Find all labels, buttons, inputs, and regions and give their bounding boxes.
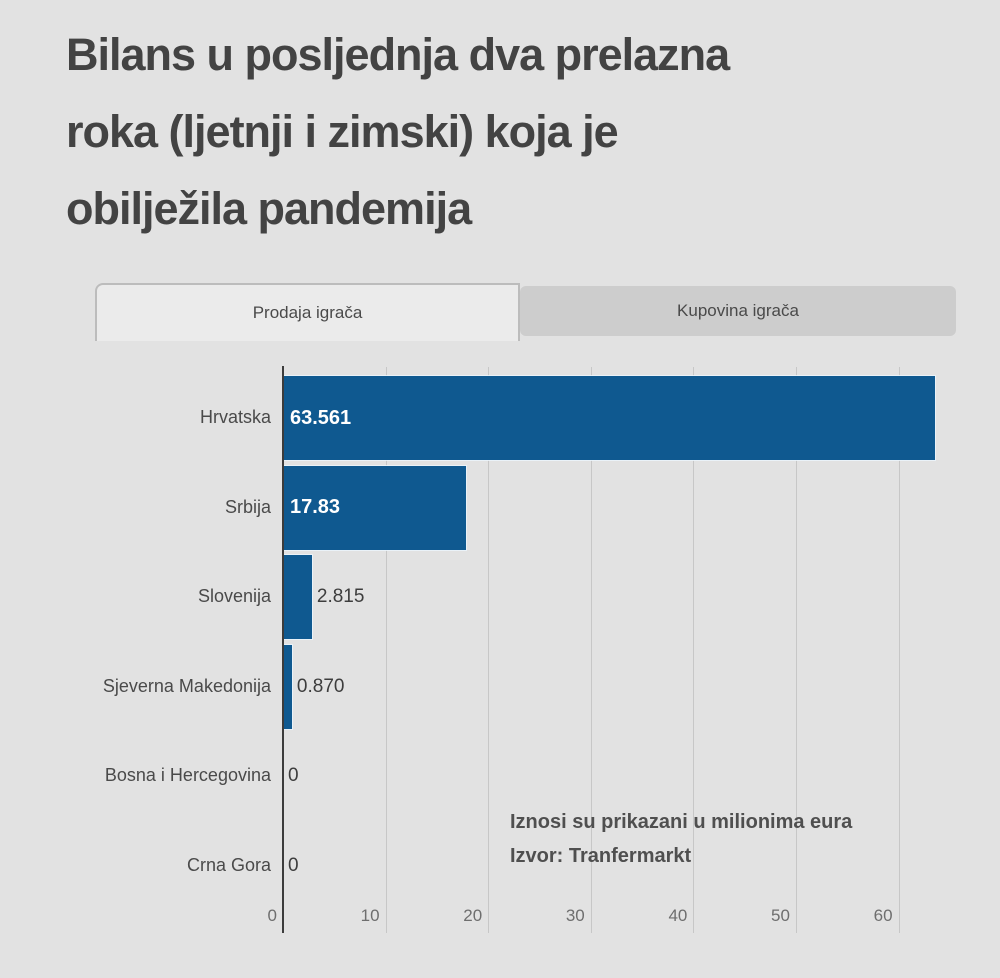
gridline-10 xyxy=(385,367,387,933)
bar-hrvatska[interactable] xyxy=(283,376,936,460)
value-label-slovenija: 2.815 xyxy=(316,586,365,607)
value-label-srbija: 17.83 xyxy=(290,496,341,518)
chart-source-note: Izvor: Tranfermarkt xyxy=(510,845,692,867)
x-tick-label-0: 0 xyxy=(267,906,277,925)
gridline-50 xyxy=(795,367,797,933)
x-tick-label-50: 50 xyxy=(771,906,790,925)
bar-slovenija[interactable] xyxy=(283,555,312,639)
gridline-60 xyxy=(898,367,900,933)
bar-chart: Iznosi su prikazani u milionima eura Izv… xyxy=(0,355,1000,978)
gridline-20 xyxy=(488,367,490,933)
value-label-sjeverna-makedonija: 0.870 xyxy=(296,675,345,697)
category-label-hrvatska: Hrvatska xyxy=(199,407,271,428)
x-tick-label-20: 20 xyxy=(463,906,483,925)
gridline-30 xyxy=(590,367,592,933)
gridline-40 xyxy=(693,367,695,933)
tab-kupovina-igraca[interactable]: Kupovina igrača xyxy=(520,286,956,336)
category-label-srbija: Srbija xyxy=(224,496,271,517)
page-title-line-3: obilježila pandemija xyxy=(66,183,472,234)
value-label-crna-gora: 0 xyxy=(288,854,299,876)
value-label-bosna-i-hercegovina: 0 xyxy=(288,765,299,786)
y-axis-line xyxy=(282,366,284,933)
tab-prodaja-igraca[interactable]: Prodaja igrača xyxy=(95,283,520,341)
x-tick-label-40: 40 xyxy=(668,906,688,925)
bar-sjeverna-makedonija[interactable] xyxy=(283,644,292,729)
x-tick-label-30: 30 xyxy=(565,906,585,925)
bar-srbija[interactable] xyxy=(283,465,466,550)
category-label-bosna-i-hercegovina: Bosna i Hercegovina xyxy=(104,765,271,786)
chart-annotation: Iznosi su prikazani u milionima eura Izv… xyxy=(510,805,852,873)
page-title-line-1: Bilans u posljednja dva prelazna xyxy=(66,29,730,80)
x-tick-label-10: 10 xyxy=(360,906,380,925)
page-title-line-2: roka (ljetnji i zimski) koja je xyxy=(66,106,619,157)
x-tick-label-60: 60 xyxy=(873,906,893,925)
chart-unit-note: Iznosi su prikazani u milionima eura xyxy=(510,811,853,833)
category-label-slovenija: Slovenija xyxy=(197,586,271,607)
chart-tabs: Prodaja igrača Kupovina igrača xyxy=(95,283,956,341)
value-label-hrvatska: 63.561 xyxy=(290,406,352,429)
page-title: Bilans u posljednja dva prelazna roka (l… xyxy=(66,16,730,247)
category-label-crna-gora: Crna Gora xyxy=(186,854,271,875)
category-label-sjeverna-makedonija: Sjeverna Makedonija xyxy=(102,675,271,696)
